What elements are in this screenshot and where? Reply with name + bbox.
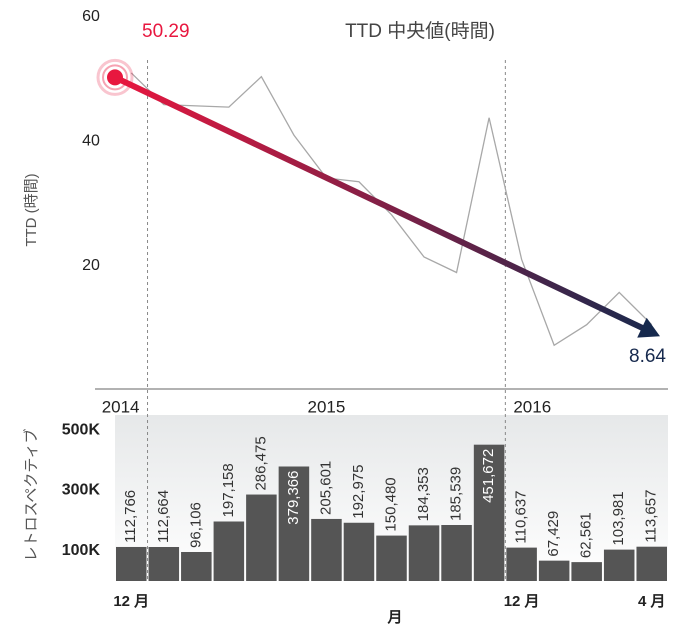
bar-value-label: 112,664 <box>155 490 172 543</box>
bar <box>116 546 147 581</box>
year-label: 2014 <box>102 397 140 416</box>
chart-title: TTD 中央値(時間) <box>345 20 495 42</box>
bar <box>636 546 667 581</box>
trend-start-dot <box>107 69 123 86</box>
bar-value-label: 96,106 <box>187 502 204 548</box>
bar <box>148 546 180 581</box>
bar-value-label: 205,601 <box>317 461 334 515</box>
arrow-head <box>637 317 660 338</box>
bar-value-label: 62,561 <box>578 512 595 558</box>
bar <box>213 521 245 581</box>
year-label: 2016 <box>513 397 551 416</box>
y-axis-label: TTD (時間) <box>23 173 40 246</box>
bar <box>441 525 472 581</box>
pulse-ring <box>96 58 134 96</box>
bar-value-label: 185,539 <box>448 467 465 521</box>
bar-value-label: 184,353 <box>415 467 432 521</box>
bar <box>538 560 570 581</box>
y-tick-label: 40 <box>82 133 100 150</box>
y-tick-label: 300K <box>62 482 101 499</box>
bar-value-label: 192,975 <box>350 465 367 519</box>
bar <box>343 522 375 581</box>
series-line <box>130 72 653 347</box>
bar-value-label: 286,475 <box>252 436 269 490</box>
bar-value-label: 67,429 <box>545 511 562 557</box>
trend-end-label: 8.64 <box>629 346 666 367</box>
pulse-ring <box>102 64 128 91</box>
bar <box>571 562 602 581</box>
x-tick-label: 12 月 <box>113 593 149 610</box>
x-axis-label: 月 <box>386 609 402 626</box>
year-label: 2015 <box>308 397 346 416</box>
bar-value-label: 379,366 <box>285 471 302 525</box>
bar <box>181 551 212 581</box>
bar-value-label: 112,766 <box>122 490 139 543</box>
trend-start-label: 50.29 <box>142 21 190 42</box>
bar-value-label: 451,672 <box>480 449 497 503</box>
y-tick-label: 20 <box>82 257 100 274</box>
bar <box>246 494 277 581</box>
y-axis-label: レトロスペクティブ <box>22 428 40 561</box>
bar-value-label: 103,981 <box>610 491 627 545</box>
trend-arrow <box>113 74 649 333</box>
x-tick-label: 12 月 <box>504 593 540 610</box>
bar-value-label: 110,637 <box>513 490 530 543</box>
bar <box>408 525 440 581</box>
y-tick-label: 500K <box>62 421 101 438</box>
y-tick-label: 60 <box>82 8 100 25</box>
bar-value-label: 150,480 <box>382 477 399 531</box>
bar <box>278 466 310 581</box>
y-tick-label: 100K <box>62 542 101 559</box>
x-tick-label: 4 月 <box>638 593 666 610</box>
bar-value-label: 197,158 <box>220 463 237 517</box>
bar <box>311 518 342 581</box>
bar <box>376 535 407 581</box>
bar <box>603 549 635 581</box>
bar-value-label: 113,657 <box>643 490 660 543</box>
bar <box>473 444 505 581</box>
bar <box>506 547 537 581</box>
